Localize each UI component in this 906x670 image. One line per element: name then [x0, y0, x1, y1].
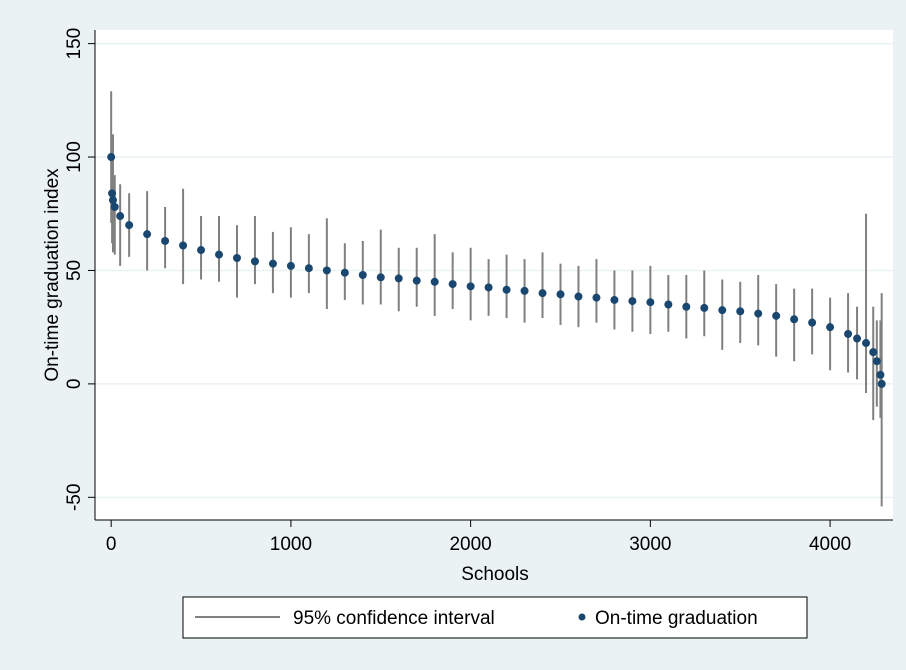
point — [556, 290, 565, 299]
point — [876, 370, 885, 379]
point — [116, 212, 125, 221]
point — [574, 292, 583, 301]
point — [592, 293, 601, 302]
plot-area — [95, 30, 893, 520]
point — [538, 289, 547, 298]
y-tick-label: 50 — [64, 260, 85, 281]
point — [108, 189, 117, 198]
point — [108, 196, 117, 205]
y-tick-label: -50 — [64, 484, 85, 511]
point — [143, 230, 152, 239]
point — [412, 276, 421, 285]
point — [826, 323, 835, 332]
point — [110, 202, 119, 211]
point — [790, 315, 799, 324]
point — [376, 273, 385, 282]
point — [286, 261, 295, 270]
x-axis-title: Schools — [461, 564, 529, 585]
point — [107, 153, 116, 162]
point — [304, 264, 313, 273]
point — [772, 311, 781, 320]
legend-point-symbol — [578, 613, 586, 621]
x-tick-label: 1000 — [270, 534, 312, 555]
point — [718, 306, 727, 315]
point — [484, 283, 493, 292]
y-tick-label: 150 — [64, 28, 85, 60]
point — [448, 280, 457, 289]
point — [628, 297, 637, 306]
point — [322, 266, 331, 275]
point — [502, 285, 511, 294]
point — [853, 334, 862, 343]
point — [646, 298, 655, 307]
point — [664, 300, 673, 309]
x-tick-label: 4000 — [809, 534, 851, 555]
point — [610, 295, 619, 304]
y-axis-title: On-time graduation index — [42, 168, 63, 382]
point — [700, 303, 709, 312]
point — [869, 348, 878, 357]
point — [754, 309, 763, 318]
point — [877, 379, 886, 388]
legend-label: On-time graduation — [595, 608, 758, 629]
point — [232, 253, 241, 262]
point — [125, 221, 134, 230]
point — [161, 236, 170, 245]
y-tick-label: 100 — [64, 141, 85, 173]
point — [358, 271, 367, 279]
point — [808, 318, 817, 327]
point — [340, 268, 349, 277]
legend-label: 95% confidence interval — [293, 608, 495, 629]
point — [179, 241, 188, 250]
point — [466, 282, 475, 291]
point — [430, 277, 439, 286]
point — [250, 257, 259, 266]
point — [520, 286, 529, 295]
point — [844, 329, 853, 338]
point — [872, 357, 881, 366]
point — [215, 250, 224, 259]
x-tick-label: 3000 — [629, 534, 671, 555]
y-tick-label: 0 — [64, 379, 85, 390]
point — [682, 302, 691, 311]
x-tick-label: 0 — [106, 534, 117, 555]
point — [268, 259, 277, 268]
point — [736, 307, 745, 316]
point — [197, 246, 206, 255]
point — [394, 274, 403, 283]
point — [862, 339, 871, 348]
x-tick-label: 2000 — [449, 534, 491, 555]
legend — [182, 596, 808, 639]
